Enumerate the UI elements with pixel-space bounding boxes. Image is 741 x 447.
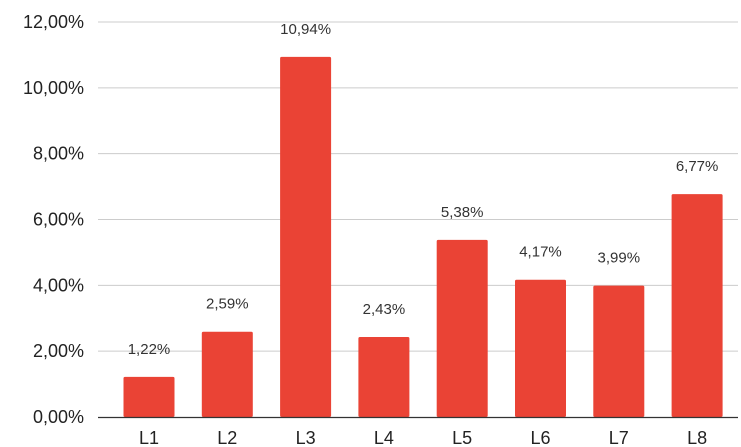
bar-l3 bbox=[280, 56, 332, 418]
bar-l7 bbox=[593, 285, 645, 417]
bar-l8 bbox=[671, 194, 723, 417]
data-label: 2,59% bbox=[206, 296, 249, 313]
x-tick-label: L3 bbox=[296, 428, 316, 447]
x-tick-label: L1 bbox=[139, 428, 159, 447]
bar-l2 bbox=[201, 331, 253, 417]
x-tick-label: L2 bbox=[217, 428, 237, 447]
x-tick-label: L4 bbox=[374, 428, 394, 447]
y-tick-label: 8,00% bbox=[33, 144, 84, 164]
bars bbox=[123, 56, 723, 418]
data-label: 6,77% bbox=[676, 158, 719, 175]
x-tick-label: L5 bbox=[452, 428, 472, 447]
data-label: 4,17% bbox=[519, 244, 562, 261]
x-tick-label: L8 bbox=[687, 428, 707, 447]
data-label: 2,43% bbox=[363, 301, 406, 318]
data-labels: 1,22% 2,59% 10,94% 2,43% 5,38% 4,17% 3,99% 6,77… bbox=[128, 21, 719, 358]
y-tick-label: 4,00% bbox=[33, 275, 84, 295]
data-label: 1,22% bbox=[128, 341, 171, 358]
bar-l4 bbox=[358, 337, 410, 417]
data-label: 10,94% bbox=[280, 21, 331, 38]
y-axis-tick-labels: 0,00% 2,00% 4,00% 6,00% 8,00% 10,00% 12,00% bbox=[23, 12, 84, 427]
y-tick-label: 10,00% bbox=[23, 78, 84, 98]
bar-l1 bbox=[123, 376, 175, 417]
y-tick-label: 6,00% bbox=[33, 210, 84, 230]
bar-l6 bbox=[515, 279, 566, 417]
y-tick-label: 12,00% bbox=[23, 12, 84, 32]
y-tick-label: 2,00% bbox=[33, 341, 84, 361]
y-tick-label: 0,00% bbox=[33, 407, 84, 427]
x-tick-label: L7 bbox=[609, 428, 629, 447]
data-label: 5,38% bbox=[441, 204, 484, 221]
x-tick-label: L6 bbox=[530, 428, 550, 447]
bar-l5 bbox=[436, 239, 488, 417]
data-label: 3,99% bbox=[598, 250, 641, 267]
x-axis-category-labels: L1 L2 L3 L4 L5 L6 L7 L8 bbox=[139, 428, 707, 447]
